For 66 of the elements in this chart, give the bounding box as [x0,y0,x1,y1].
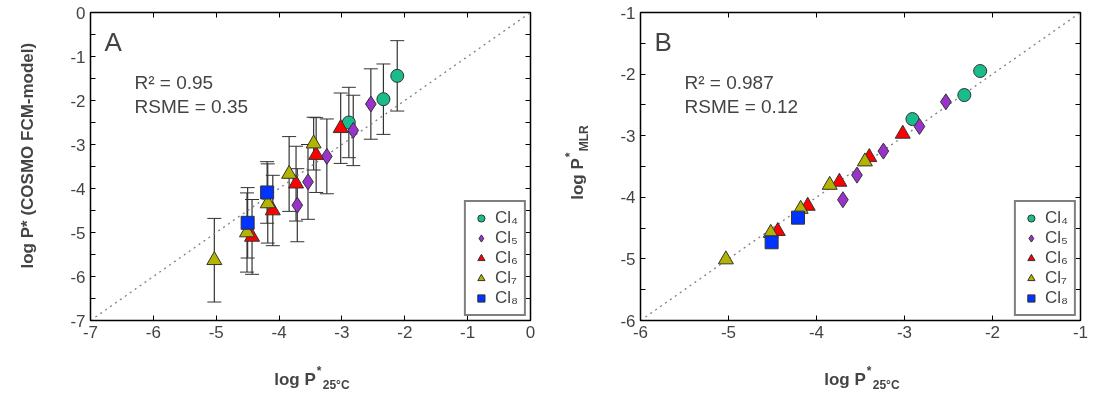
x-tick-label: -2 [397,322,413,342]
x-axis-title: log P*25°C [274,364,350,393]
point [240,215,255,230]
x-tick-label: -1 [1072,322,1089,342]
point [717,250,734,265]
point [281,164,298,179]
legend-label: Cl₈ [494,288,518,308]
x-tick-label: -5 [720,322,737,342]
legend-label: Cl₄ [1044,208,1068,228]
x-tick-label: -3 [896,322,913,342]
point [905,112,920,127]
point [791,210,806,225]
y-tick-label: 0 [76,3,86,23]
point [390,68,405,83]
point [332,119,349,134]
legend-label: Cl₄ [494,208,518,228]
y-tick-label: -3 [70,135,86,155]
annotation: RSME = 0.35 [134,95,249,117]
point [821,175,838,190]
point [376,92,391,107]
y-tick-label: -4 [620,188,636,208]
point [973,64,988,79]
x-tick-label: -2 [984,322,1001,342]
annotation: A [104,26,123,57]
annotation: RSME = 0.12 [684,95,799,117]
point [305,134,322,149]
legend-label: Cl₅ [1044,228,1068,248]
y-tick-label: -2 [620,65,636,85]
y-tick-label: -5 [70,223,86,243]
x-axis-title: log P*25°C [824,364,900,393]
annotation: B [654,26,672,57]
x-tick-label: 0 [525,322,536,342]
legend-label: Cl₈ [1044,288,1068,308]
y-tick-label: -5 [620,249,636,269]
legend-label: Cl₅ [494,228,518,248]
y-tick-label: -1 [70,47,86,67]
y-tick-label: -4 [70,179,86,199]
point [288,174,305,189]
point [206,251,223,266]
y-tick-label: -3 [620,126,636,146]
point [894,124,911,139]
legend-label: Cl₆ [494,248,518,268]
y-tick-label: -1 [620,3,636,23]
legend-label: Cl₆ [1044,248,1068,268]
point [856,152,873,167]
legend-label: Cl₇ [494,268,517,288]
x-tick-label: -5 [208,322,224,342]
y-axis-title: log P* (COSMO FCM-model) [18,42,38,269]
point [913,117,926,135]
point [877,142,890,160]
point [957,88,972,103]
x-tick-label: -3 [334,322,350,342]
annotation: R² = 0.95 [134,71,214,93]
x-tick-label: -4 [808,322,825,342]
point [347,121,360,139]
point [291,196,304,214]
point [260,185,275,200]
x-tick-label: -4 [271,322,287,342]
x-tick-label: -1 [460,322,476,342]
annotation: R² = 0.987 [684,71,774,93]
point [831,172,848,187]
x-tick-label: -6 [145,322,161,342]
y-axis-title: log P*MLR [562,124,591,200]
y-tick-label: -6 [70,267,86,287]
legend-label: Cl₇ [1044,268,1067,288]
y-tick-label: -2 [70,91,86,111]
